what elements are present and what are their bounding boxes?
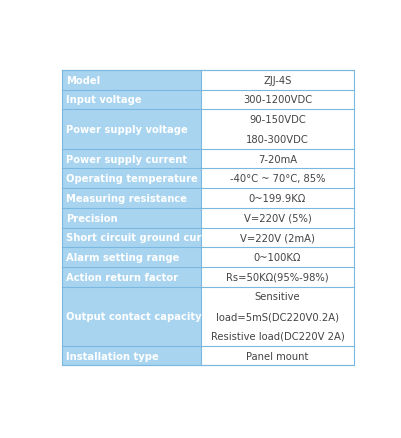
- Bar: [62, 189, 200, 208]
- Bar: [62, 208, 200, 228]
- Bar: [62, 247, 200, 267]
- Text: Input voltage: Input voltage: [66, 95, 141, 105]
- Bar: [200, 169, 353, 189]
- Bar: [200, 208, 353, 228]
- Text: 7-20mA: 7-20mA: [257, 154, 296, 164]
- Text: Precision: Precision: [66, 213, 117, 223]
- Text: V=220V (5%): V=220V (5%): [243, 213, 310, 223]
- Bar: [200, 346, 353, 366]
- Text: Output contact capacity: Output contact capacity: [66, 311, 201, 321]
- Text: Short circuit ground current: Short circuit ground current: [66, 233, 225, 243]
- Text: 0~199.9KΩ: 0~199.9KΩ: [248, 194, 305, 204]
- Bar: [200, 189, 353, 208]
- Bar: [62, 71, 200, 90]
- Bar: [62, 90, 200, 110]
- Text: Action return factor: Action return factor: [66, 272, 178, 282]
- Text: Power supply voltage: Power supply voltage: [66, 125, 187, 135]
- Text: 90-150VDC: 90-150VDC: [248, 115, 305, 125]
- Text: 300-1200VDC: 300-1200VDC: [242, 95, 311, 105]
- Text: Panel mount: Panel mount: [245, 351, 308, 361]
- Text: Alarm setting range: Alarm setting range: [66, 252, 179, 262]
- Bar: [62, 110, 200, 149]
- Text: ZJJ-4S: ZJJ-4S: [263, 76, 291, 85]
- Bar: [62, 149, 200, 169]
- Bar: [62, 287, 200, 346]
- Text: 0~100KΩ: 0~100KΩ: [253, 252, 300, 262]
- Text: load=5mS(DC220V0.2A): load=5mS(DC220V0.2A): [215, 311, 338, 321]
- Bar: [200, 247, 353, 267]
- Bar: [62, 169, 200, 189]
- Text: Operating temperature: Operating temperature: [66, 174, 197, 184]
- Text: Model: Model: [66, 76, 100, 85]
- Bar: [62, 228, 200, 247]
- Text: Installation type: Installation type: [66, 351, 158, 361]
- Text: -40°C ~ 70°C, 85%: -40°C ~ 70°C, 85%: [229, 174, 324, 184]
- Bar: [62, 346, 200, 366]
- Bar: [200, 71, 353, 90]
- Bar: [200, 149, 353, 169]
- Bar: [62, 267, 200, 287]
- Bar: [200, 110, 353, 149]
- Bar: [200, 90, 353, 110]
- Text: Resistive load(DC220V 2A): Resistive load(DC220V 2A): [210, 331, 343, 341]
- Bar: [200, 228, 353, 247]
- Text: Power supply current: Power supply current: [66, 154, 186, 164]
- Text: Rs=50KΩ(95%-98%): Rs=50KΩ(95%-98%): [225, 272, 328, 282]
- Bar: [200, 267, 353, 287]
- Text: 180-300VDC: 180-300VDC: [245, 134, 308, 145]
- Text: Measuring resistance: Measuring resistance: [66, 194, 186, 204]
- Text: Sensitive: Sensitive: [254, 292, 300, 302]
- Text: V=220V (2mA): V=220V (2mA): [239, 233, 314, 243]
- Bar: [200, 287, 353, 346]
